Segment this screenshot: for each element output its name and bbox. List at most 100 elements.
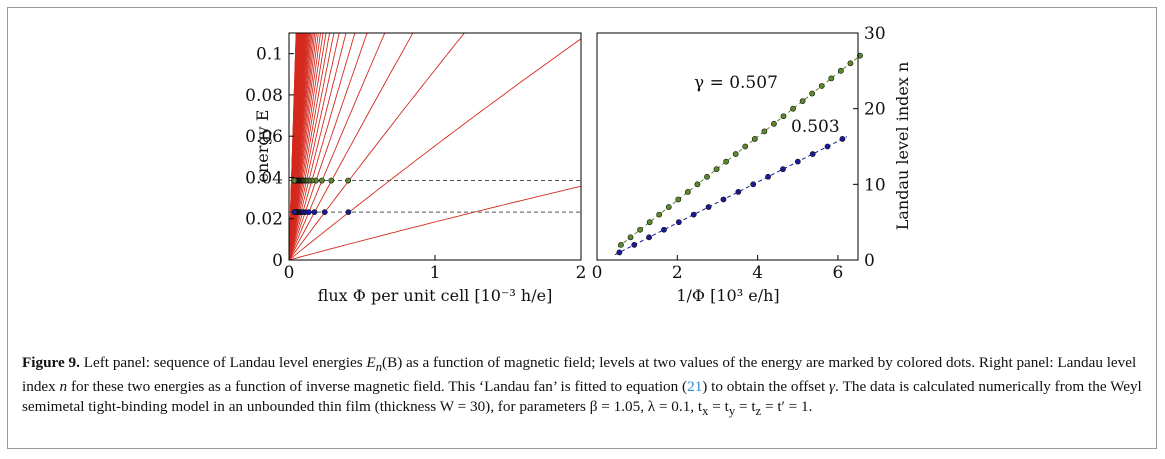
index-dot [627,234,634,241]
index-dot [828,75,835,82]
caption-text-3: for these two energies as a function of … [67,378,688,396]
index-dot [780,113,787,120]
index-dot [646,219,653,226]
index-dot [809,151,816,157]
landau-level-line [289,33,335,260]
level-dot [311,209,318,216]
right-marker-dots [616,52,863,256]
caption-text-1: Left panel: sequence of Landau level ene… [83,354,367,371]
caption-n: n [59,378,68,396]
right-axes-box [596,32,859,261]
index-dot [631,241,638,248]
index-dot [790,105,796,112]
index-dot [690,211,697,218]
landau-level-line [289,33,324,260]
caption-text-4: ) to obtain the offset [702,378,829,396]
index-dot [723,158,730,165]
index-dot [704,173,710,180]
left-ticks: 0 1 2 0 0.02 0.04 0.06 0.08 0.1 [245,45,586,283]
index-dot [694,181,701,188]
x-tick-label: 0 [592,263,603,283]
caption-label: Figure 9. [22,354,80,371]
figure-plots: 0 1 200.020.040.060.080.1 energy E flux Φ … [245,24,912,305]
left-marker-dots [291,177,352,216]
index-dot [839,136,846,142]
caption-text-2: (B) as a function of magnetic field; lev… [22,354,1137,396]
index-dot [705,204,712,210]
index-dot [771,120,777,127]
caption-text-5: . The data is calculated numerically fro… [22,378,1142,416]
level-dot [321,209,328,216]
x-tick-label: 0 [284,263,295,283]
caption-text-7: = t [708,398,729,416]
index-dot [742,143,749,150]
caption-tx-sub: x [702,404,709,419]
left-axes-box [288,32,582,261]
landau-level-lines [289,33,581,260]
y-tick-label: 0.02 [245,210,283,230]
y-tick-label: 0 [272,251,283,271]
right-xlabel: 1/Φ [10³ e/h] [676,286,779,305]
equation-link[interactable]: 21 [687,378,703,396]
y-tick-label: 20 [864,100,886,120]
caption-gamma: γ [828,378,835,396]
landau-level-line [289,33,331,260]
caption-text-8: = t [735,398,756,416]
index-dot [646,234,652,241]
index-dot [761,128,768,135]
y-tick-label: 0.08 [245,86,283,106]
index-dot [824,143,831,150]
index-dot [735,188,742,195]
index-dot [751,136,758,142]
index-dot [780,166,786,173]
landau-level-line [289,38,581,260]
right-ylabel: Landau level index n [893,62,912,230]
landau-level-line [289,33,368,260]
x-tick-label: 2 [672,263,683,283]
index-dot [799,98,806,104]
index-dot [857,52,863,59]
landau-level-line [289,33,465,260]
caption-text-9: = t′ = 1. [761,398,813,416]
left-panel: 0 1 2 0 0.02 0.04 0.06 0.08 0.1 energy E flux Φ … [245,32,586,305]
annotation-gamma-green: γ = 0.507 [694,73,778,93]
caption-tz-sub: z [755,404,762,419]
level-dot [318,177,325,184]
y-tick-label: 0.06 [245,127,283,147]
index-dot [656,211,663,218]
level-dot [291,209,298,216]
x-tick-label: 1 [430,263,441,283]
index-dot [732,151,739,157]
y-tick-label: 0.1 [256,45,283,65]
index-dot [765,173,771,180]
index-dot [684,188,691,195]
annotation-gamma-blue: 0.503 [791,117,840,137]
index-dot [837,67,844,74]
y-tick-label: 30 [864,24,886,44]
index-dot [809,90,816,97]
index-dot [818,83,825,89]
y-tick-label: 0.04 [245,168,283,188]
landau-level-line [289,33,356,260]
index-dot [661,226,667,233]
landau-level-line [289,33,327,260]
level-dot [328,177,335,184]
caption-text-6: W = 30), for parameters β = 1.05, λ = 0.… [439,398,703,416]
x-tick-label: 6 [833,263,844,283]
landau-level-line [289,185,581,260]
caption-en-sub: n [375,360,383,375]
level-dot [345,177,352,184]
level-dot [291,177,298,184]
index-dot [750,181,757,188]
figure-caption: Figure 9. Left panel: sequence of Landau… [22,353,1142,421]
left-xlabel: flux Φ per unit cell [10⁻³ h/e] [318,286,553,305]
y-tick-label: 0 [864,251,875,271]
y-tick-label: 10 [864,175,886,195]
index-dot [794,158,801,165]
index-dot [847,60,854,67]
index-dot [618,241,624,248]
caption-en: E [366,354,376,371]
index-dot [665,204,672,210]
